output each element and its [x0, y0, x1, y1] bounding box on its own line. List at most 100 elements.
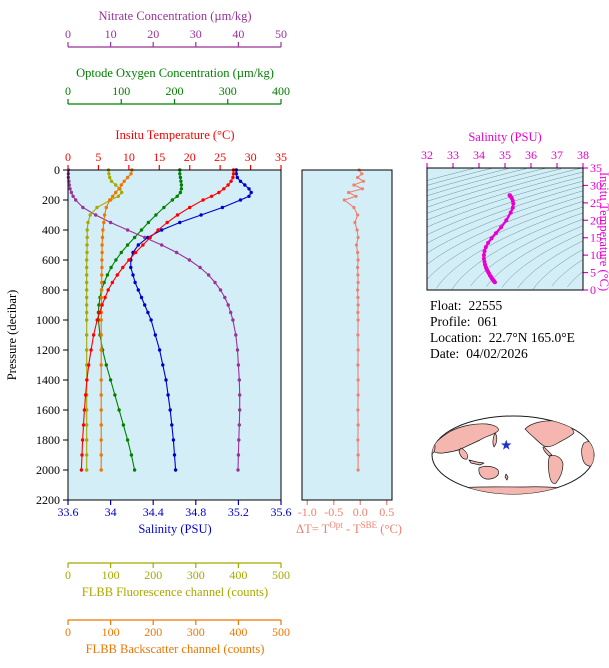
temperature-marker [87, 363, 91, 367]
backscatter-tick-label: 400 [229, 625, 247, 639]
salinity-marker [238, 179, 243, 183]
pressure-tick-label: 2000 [36, 463, 60, 477]
temperature-marker [133, 250, 138, 255]
salinity-marker [131, 250, 135, 255]
ts-curve-series [481, 193, 516, 285]
nitrate-axis: 0 10 20 30 40 50 [65, 27, 287, 48]
fluorescence-tick-label: 100 [102, 568, 120, 582]
delta-t-marker [356, 175, 360, 180]
ts-plot-background [427, 168, 583, 290]
salinity-profile-series [129, 168, 253, 472]
pressure-tick-label: 1800 [36, 433, 60, 447]
sigma-theta-contour [426, 168, 474, 181]
fluorescence-marker [120, 190, 124, 195]
temperature-marker [201, 198, 205, 202]
ts-salinity-tick-label: 33 [447, 148, 459, 162]
salinity-marker [238, 198, 243, 202]
backscatter-marker [99, 363, 103, 367]
delta-t-axis-title: ΔT= TOpt - TSBE (°C) [296, 520, 402, 536]
backscatter-marker [99, 453, 103, 457]
fluorescence-marker [85, 258, 89, 262]
delta-tick-label: -1.0 [298, 505, 317, 519]
temperature-tick-label: 30 [245, 150, 257, 164]
salinity-marker [149, 318, 153, 322]
salinity-marker [234, 172, 238, 176]
temperature-marker [91, 333, 96, 337]
fluorescence-tick-label: 500 [272, 568, 290, 582]
fluorescence-tick-label: 400 [229, 568, 247, 582]
backscatter-tick-label: 100 [102, 625, 120, 639]
salinity-marker [136, 243, 140, 247]
salinity-marker [247, 194, 251, 198]
sigma-theta-contour [426, 167, 546, 202]
nitrate-marker [213, 280, 217, 285]
temperature-tick-label: 15 [153, 150, 165, 164]
info-date-value: 04/02/2026 [466, 346, 528, 361]
oxygen-tick-label: 200 [166, 84, 184, 98]
temperature-marker [82, 408, 87, 412]
main-profile-chart: 0200400600800100012001400160018002000220… [36, 27, 292, 639]
delta-title-suffix: (°C) [377, 522, 402, 536]
fluorescence-marker [85, 318, 89, 322]
ts-temperature-tick-label: 15 [590, 231, 602, 245]
oxygen-marker [146, 220, 151, 225]
oxygen-marker [119, 250, 124, 255]
nitrate-marker [218, 288, 223, 292]
backscatter-tick-label: 0 [65, 625, 71, 639]
nitrate-marker [74, 198, 78, 202]
oxygen-marker [97, 303, 101, 307]
pressure-tick-label: 1000 [36, 313, 60, 327]
temperature-tick-label: 35 [275, 150, 287, 164]
delta-t-marker [361, 179, 365, 183]
temperature-marker [103, 295, 107, 300]
salinity-tick-label: 34 [105, 505, 117, 519]
fluorescence-marker [85, 235, 89, 240]
delta-title-sup2: SBE [361, 520, 378, 530]
delta-t-marker [342, 198, 346, 202]
ts-curve-marker [493, 231, 498, 236]
delta-t-marker [356, 303, 360, 307]
sigma-theta-contour [426, 168, 509, 191]
delta-t-marker [356, 333, 360, 337]
pressure-tick-label: 1200 [36, 343, 60, 357]
ts-salinity-tick-label: 35 [499, 148, 511, 162]
nitrate-marker [71, 194, 75, 198]
delta-t-marker [347, 190, 351, 195]
info-location-line: Location: 22.7°N 165.0°E [430, 330, 575, 345]
fluorescence-marker [85, 468, 89, 472]
info-profile-label: Profile: [430, 314, 471, 329]
delta-t-marker [360, 187, 364, 191]
temperature-axis-title: Insitu Temperature (°C) [115, 128, 234, 142]
temperature-marker [231, 175, 235, 180]
ts-curve-marker [510, 205, 515, 210]
temperature-marker [97, 310, 102, 315]
pressure-tick-label: 600 [42, 253, 60, 267]
temperature-marker [165, 220, 169, 225]
ts-curve-marker [504, 218, 509, 223]
backscatter-marker [111, 194, 115, 198]
ts-curve-marker [481, 253, 486, 258]
oxygen-marker [102, 280, 106, 285]
temperature-profile-series [79, 168, 236, 472]
temperature-tick-label: 5 [95, 150, 101, 164]
delta-t-marker [356, 288, 360, 292]
salinity-marker [235, 175, 239, 180]
temperature-tick-label: 25 [214, 150, 226, 164]
nitrate-tick-label: 10 [105, 27, 117, 41]
fluorescence-tick-label: 200 [144, 568, 162, 582]
nitrate-marker [234, 333, 238, 337]
nitrate-tick-label: 20 [147, 27, 159, 41]
oxygen-marker [125, 243, 130, 247]
pressure-tick-label: 200 [42, 193, 60, 207]
ts-temperature-axis-title: Insitu Temperature (°C) [597, 172, 609, 291]
backscatter-marker [100, 243, 104, 247]
info-float-value: 22555 [469, 298, 503, 313]
oxygen-axis-title: Optode Oxygen Concentration (µm/kg) [76, 66, 274, 80]
delta-t-marker [356, 408, 360, 412]
oxygen-marker [162, 205, 166, 210]
nitrate-marker [236, 363, 241, 367]
continent [492, 432, 498, 448]
salinity-marker [166, 393, 170, 397]
nitrate-axis-title: Nitrate Concentration (µm/kg) [99, 9, 252, 23]
nitrate-marker [81, 205, 85, 210]
